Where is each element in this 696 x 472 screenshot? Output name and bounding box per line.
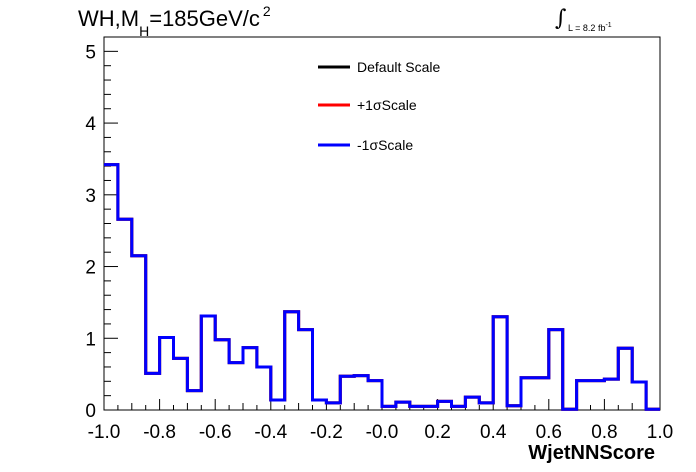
x-tick-label: 0.8: [591, 422, 617, 443]
y-tick-label: 3: [85, 186, 96, 207]
x-tick-label: 0.2: [424, 422, 450, 443]
y-tick-label: 5: [85, 42, 96, 63]
x-axis-title: WjetNNScore: [528, 442, 655, 464]
luminosity-unit-sup: -1: [605, 22, 612, 29]
x-tick-label: -0.2: [310, 422, 343, 443]
x-tick-label: -0.8: [143, 422, 176, 443]
luminosity-text: L = 8.2 fb: [568, 23, 606, 33]
y-tick-label: 4: [85, 114, 96, 135]
x-tick-label: 1.0: [647, 422, 673, 443]
integral-symbol: ∫: [555, 6, 567, 31]
y-tick-label: 2: [85, 258, 96, 279]
x-tick-label: -0.0: [366, 422, 399, 443]
x-tick-label: -1.0: [88, 422, 121, 443]
x-axis-ticks: -1.0 -0.8 -0.6 -0.4 -0.2 -0.0 0.2 0.4 0.6 0.8 1.0: [88, 399, 673, 443]
title-main: WH,M: [78, 6, 140, 31]
y-axis-ticks: 0 1 2 3 4 5: [85, 36, 118, 422]
x-tick-label: 0.6: [536, 422, 562, 443]
plot-title: WH,MH=185GeV/c 2: [78, 3, 271, 39]
legend: Default Scale +1σScale -1σScale: [318, 59, 440, 153]
x-tick-label: -0.6: [199, 422, 232, 443]
x-tick-label: 0.4: [480, 422, 507, 443]
legend-label: -1σScale: [357, 137, 413, 153]
series-lines: [104, 163, 660, 411]
series-line-3: [104, 163, 660, 411]
x-tick-label: -0.4: [254, 422, 287, 443]
legend-label: +1σScale: [357, 97, 417, 113]
title-superscript: 2: [262, 3, 271, 19]
title-rest: =185GeV/c: [149, 6, 260, 31]
plot-frame: [103, 36, 661, 411]
title-subscript: H: [139, 23, 150, 39]
y-tick-label: 0: [85, 401, 96, 422]
y-tick-label: 1: [85, 329, 96, 350]
legend-label: Default Scale: [357, 59, 440, 75]
